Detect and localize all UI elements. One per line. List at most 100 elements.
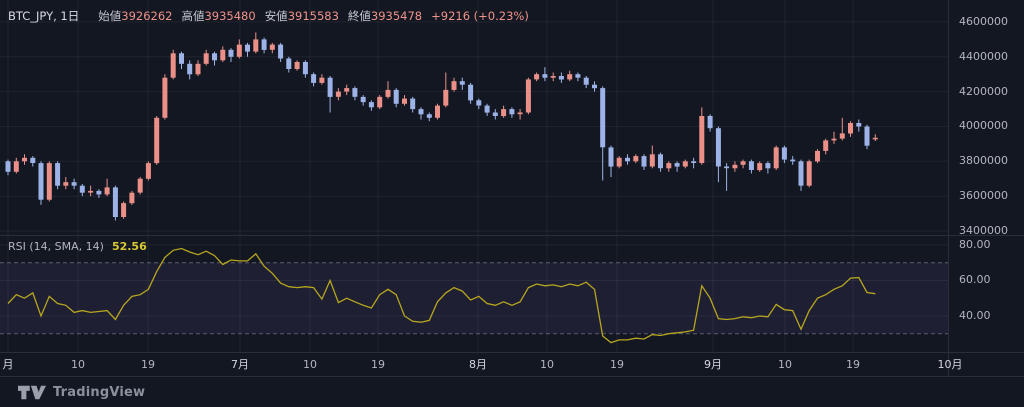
time-axis-label: 8月 [469, 358, 487, 371]
ohlc-value: 3935478 [370, 9, 423, 23]
price-chart-svg [0, 0, 948, 235]
candle [468, 82, 474, 104]
time-axis-label: 月 [2, 358, 14, 371]
candle [724, 163, 730, 191]
candle [377, 95, 383, 110]
candle [451, 77, 457, 92]
time-axis-label: 9月 [704, 358, 722, 371]
candle [790, 156, 796, 165]
candle [203, 49, 209, 66]
price-axis-label: 4000000 [959, 119, 1008, 132]
candle [385, 81, 391, 99]
candle [707, 114, 713, 132]
candle [616, 156, 622, 169]
candle [674, 161, 680, 172]
candle [600, 86, 606, 181]
candle [154, 116, 160, 165]
candle [476, 98, 482, 110]
candle [319, 74, 325, 85]
candle [368, 100, 374, 111]
ohlc-label: 安値 [264, 9, 288, 23]
candle [179, 51, 184, 69]
pane-separator[interactable] [0, 235, 1024, 236]
candle [558, 72, 564, 83]
rsi-axis-label: 60.00 [959, 273, 991, 286]
candle [5, 159, 11, 176]
candle [492, 109, 498, 120]
price-pane[interactable] [0, 0, 948, 235]
candle [831, 131, 837, 144]
candle [55, 161, 61, 190]
candle [30, 156, 36, 167]
candle [699, 107, 705, 165]
bottom-separator [0, 376, 1024, 377]
ohlc-label: 高値 [181, 9, 205, 23]
bottom-bar: TradingView [0, 377, 1024, 407]
candle [418, 107, 424, 120]
rsi-pane[interactable] [0, 235, 948, 352]
candle [212, 51, 217, 66]
price-scale-axis[interactable]: 3400000 3600000 3800000 4000000 4200000 44000… [948, 0, 1024, 376]
candle [658, 152, 663, 172]
candle [757, 161, 763, 172]
candle [294, 60, 300, 71]
candle [435, 103, 440, 120]
candle [806, 159, 812, 188]
candle [245, 42, 250, 57]
candle [393, 88, 399, 108]
candles-layer [5, 32, 878, 221]
candle [22, 154, 27, 165]
symbol-legend: BTC_JPY, 1日 始値3926262 高値3935480 安値3915583 終値… [8, 8, 529, 24]
candle [517, 109, 523, 120]
time-axis-label: 10 [303, 358, 317, 371]
candle [856, 119, 862, 132]
time-axis[interactable]: 月 10 19 7月 10 19 8月 10 19 9月 10 19 10月 [0, 352, 1024, 377]
candle [501, 105, 507, 118]
candle [798, 159, 804, 191]
price-axis-label: 3800000 [959, 154, 1008, 167]
candle [525, 77, 531, 115]
symbol-title[interactable]: BTC_JPY, 1日 [8, 9, 80, 23]
candle [63, 177, 69, 190]
ohlc-value: 3935480 [204, 9, 256, 23]
candle [261, 37, 267, 54]
candle [344, 84, 350, 96]
rsi-axis-label: 80.00 [959, 238, 991, 251]
candle [46, 161, 52, 202]
candle [162, 74, 168, 120]
candle [170, 49, 176, 80]
candle [253, 32, 259, 54]
candle [732, 161, 738, 172]
candle [187, 60, 193, 80]
candle [121, 201, 127, 219]
ohlc-value: 3926262 [121, 9, 173, 23]
candle [484, 103, 490, 116]
time-axis-label: 19 [846, 358, 860, 371]
price-axis-label: 3400000 [959, 224, 1008, 237]
candle [773, 145, 779, 170]
candle [443, 72, 449, 108]
tradingview-icon [18, 385, 46, 399]
time-axis-label: 10月 [937, 358, 963, 371]
candle [740, 159, 746, 169]
candle [682, 159, 688, 169]
rsi-line [7, 247, 876, 344]
time-axis-label: 19 [371, 358, 385, 371]
change-value: +9216 (+0.23%) [431, 9, 529, 23]
candle [567, 70, 573, 82]
candle [311, 72, 317, 87]
tradingview-text: TradingView [53, 384, 146, 400]
tradingview-logo-link[interactable]: TradingView [18, 384, 145, 401]
candle [79, 184, 85, 197]
candle [765, 161, 771, 174]
candle [575, 72, 581, 82]
candle [550, 72, 556, 82]
ohlc-label: 終値 [347, 9, 371, 23]
candle [228, 48, 234, 62]
candle [641, 154, 647, 170]
candle [426, 112, 432, 122]
candle [302, 60, 308, 78]
candle [327, 76, 333, 113]
candle [592, 81, 597, 92]
